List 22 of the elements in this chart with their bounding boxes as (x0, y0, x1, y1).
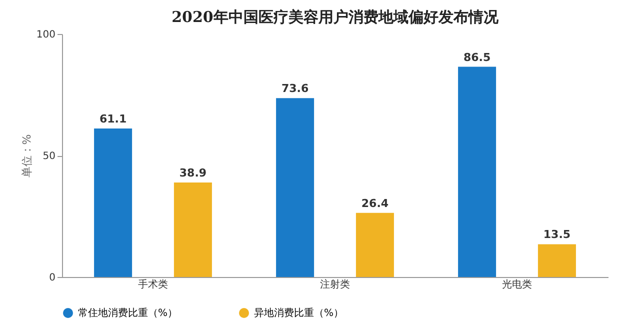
bar (458, 66, 496, 277)
bar (276, 98, 314, 277)
data-label: 13.5 (543, 228, 571, 242)
data-label: 86.5 (463, 50, 491, 64)
y-tick-label: 100 (36, 30, 56, 40)
x-tick-label: 手术类 (138, 278, 168, 290)
bar (174, 182, 212, 277)
y-axis-title: 单位：% (20, 134, 34, 178)
bar (538, 244, 576, 277)
data-label: 61.1 (99, 112, 127, 126)
data-label: 73.6 (281, 82, 309, 96)
legend-label: 异地消费比重（%） (254, 307, 344, 319)
chart-title: 2020年中国医疗美容用户消费地域偏好发布情况 (172, 8, 500, 26)
y-tick-label: 50 (42, 151, 56, 162)
legend-label: 常住地消费比重（%） (78, 307, 178, 319)
x-tick-label: 光电类 (502, 278, 532, 290)
data-label: 38.9 (179, 166, 207, 180)
data-label: 26.4 (361, 196, 389, 210)
y-tick-label: 0 (49, 272, 56, 284)
x-tick-label: 注射类 (320, 278, 350, 290)
bar (356, 212, 394, 277)
bar (94, 128, 132, 277)
